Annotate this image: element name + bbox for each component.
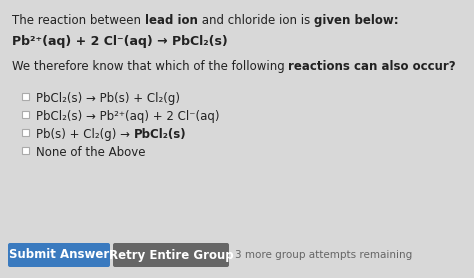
FancyBboxPatch shape [113, 243, 229, 267]
Text: We therefore know that which of the following: We therefore know that which of the foll… [12, 60, 289, 73]
Text: lead ion: lead ion [145, 14, 198, 27]
Text: given below:: given below: [314, 14, 398, 27]
Text: PbCl₂(s): PbCl₂(s) [134, 128, 186, 141]
Text: 3 more group attempts remaining: 3 more group attempts remaining [235, 250, 412, 260]
Bar [22, 129, 29, 136]
Text: PbCl₂(s) → Pb(s) + Cl₂(g): PbCl₂(s) → Pb(s) + Cl₂(g) [36, 92, 180, 105]
Bar [22, 111, 29, 118]
Text: Pb²⁺(aq) + 2 Cl⁻(aq) → PbCl₂(s): Pb²⁺(aq) + 2 Cl⁻(aq) → PbCl₂(s) [12, 35, 228, 48]
FancyBboxPatch shape [8, 243, 110, 267]
Text: The reaction between: The reaction between [12, 14, 145, 27]
Text: None of the Above: None of the Above [36, 146, 146, 159]
Text: and chloride ion is: and chloride ion is [198, 14, 314, 27]
Text: PbCl₂(s) → Pb²⁺(aq) + 2 Cl⁻(aq): PbCl₂(s) → Pb²⁺(aq) + 2 Cl⁻(aq) [36, 110, 219, 123]
Text: Pb(s) + Cl₂(g) →: Pb(s) + Cl₂(g) → [36, 128, 134, 141]
Text: Retry Entire Group: Retry Entire Group [109, 249, 233, 262]
Text: Submit Answer: Submit Answer [9, 249, 109, 262]
Bar [22, 93, 29, 100]
Text: can also occur?: can also occur? [354, 60, 456, 73]
Text: reactions: reactions [289, 60, 350, 73]
Bar [22, 147, 29, 154]
